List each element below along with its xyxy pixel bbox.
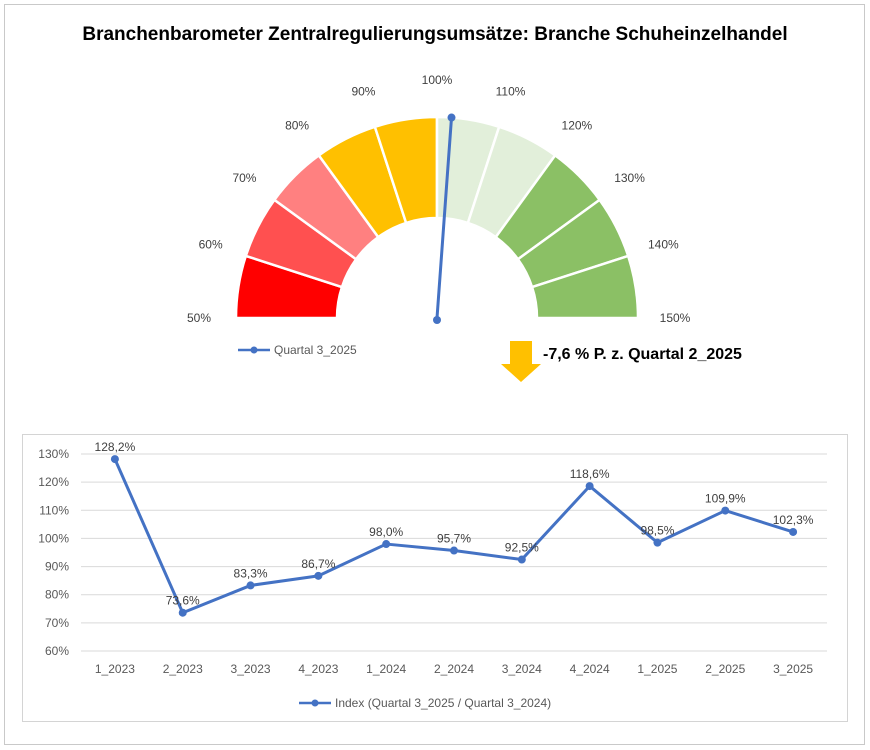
- data-point: [585, 482, 594, 491]
- data-label: 118,6%: [570, 467, 610, 481]
- line-legend: Index (Quartal 3_2025 / Quartal 3_2024): [299, 696, 551, 710]
- down-arrow-icon: [501, 341, 541, 382]
- data-point: [789, 527, 798, 536]
- gauge-tick-label: 130%: [614, 171, 645, 185]
- data-label: 98,0%: [369, 525, 403, 539]
- gauge-segment-140-150: [530, 254, 640, 320]
- gauge-legend: Quartal 3_2025: [238, 343, 357, 357]
- gauge-tick-label: 110%: [496, 85, 526, 99]
- gauge-tick-label: 140%: [648, 237, 679, 251]
- x-tick-label: 1_2025: [637, 662, 677, 676]
- data-point: [110, 455, 119, 464]
- x-tick-label: 3_2023: [231, 662, 271, 676]
- gauge-needle-pivot: [433, 316, 441, 324]
- x-tick-label: 2_2024: [434, 662, 474, 676]
- y-tick-label: 60%: [45, 644, 69, 658]
- x-tick-label: 1_2023: [95, 662, 135, 676]
- chart-title: Branchenbarometer Zentralregulierungsums…: [82, 24, 788, 45]
- gauge-tick-label: 70%: [232, 171, 256, 185]
- gauge-tick-label: 120%: [562, 118, 593, 132]
- y-tick-label: 80%: [45, 588, 69, 602]
- data-label: 92,5%: [505, 541, 539, 555]
- y-tick-label: 100%: [38, 531, 69, 545]
- y-tick-label: 70%: [45, 616, 69, 630]
- line-chart: 60% 70% 80% 90% 100% 110% 120% 130% 1_2023 2_202…: [38, 440, 827, 710]
- x-tick-label: 3_2025: [773, 662, 813, 676]
- data-point: [314, 571, 323, 580]
- data-label: 95,7%: [437, 532, 471, 546]
- gauge-legend-marker-icon: [250, 346, 258, 354]
- data-label: 109,9%: [705, 492, 746, 506]
- gauge-tick-label: 150%: [660, 311, 691, 325]
- y-tick-label: 120%: [38, 475, 69, 489]
- data-label: 73,6%: [166, 594, 200, 608]
- x-tick-label: 1_2024: [366, 662, 406, 676]
- data-point: [721, 506, 730, 515]
- y-tick-label: 90%: [45, 560, 69, 574]
- delta-text: -7,6 % P. z. Quartal 2_2025: [543, 346, 742, 363]
- data-label: 83,3%: [234, 566, 268, 580]
- gauge-needle: [435, 116, 454, 320]
- line-chart-panel: 60% 70% 80% 90% 100% 110% 120% 130% 1_2023 2_202…: [22, 434, 848, 722]
- data-label: 86,7%: [301, 557, 335, 571]
- gauge-chart: 50%60%70%80%90%100%110%120%130%140%150% …: [187, 73, 742, 382]
- y-tick-label: 110%: [39, 503, 69, 517]
- x-tick-label: 4_2024: [570, 662, 610, 676]
- data-point: [517, 555, 526, 564]
- gauge-tick-label: 90%: [351, 85, 375, 99]
- x-tick-label: 3_2024: [502, 662, 542, 676]
- data-point: [382, 540, 391, 549]
- data-point: [450, 546, 458, 555]
- data-label: 98,5%: [640, 524, 674, 538]
- gauge-needle-tip: [447, 113, 456, 122]
- line-legend-marker-icon: [311, 699, 319, 707]
- data-point: [246, 581, 255, 590]
- gauge-tick-label: 60%: [199, 237, 223, 251]
- x-tick-label: 2_2023: [163, 662, 203, 676]
- data-label: 128,2%: [95, 440, 136, 454]
- gauge-tick-label: 80%: [285, 118, 309, 132]
- x-tick-label: 4_2023: [298, 662, 338, 676]
- x-tick-label: 2_2025: [705, 662, 745, 676]
- data-point: [178, 608, 187, 617]
- gauge-tick-label: 50%: [187, 311, 211, 325]
- data-point: [653, 538, 662, 547]
- y-tick-label: 130%: [38, 447, 69, 461]
- gauge-tick-label: 100%: [422, 73, 453, 87]
- line-legend-label: Index (Quartal 3_2025 / Quartal 3_2024): [335, 696, 551, 710]
- data-label: 102,3%: [773, 513, 814, 527]
- gauge-legend-label: Quartal 3_2025: [274, 343, 357, 357]
